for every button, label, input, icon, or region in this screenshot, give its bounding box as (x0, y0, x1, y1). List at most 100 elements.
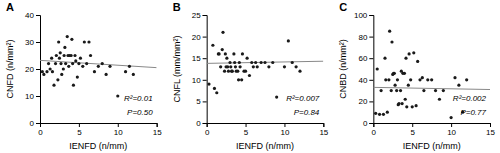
y-tick-mark (36, 15, 40, 16)
scatter-point (237, 78, 240, 81)
y-tick: 40 (358, 76, 373, 85)
y-tick-label: 0 (363, 119, 368, 128)
y-tick-mark (203, 15, 207, 16)
panel: 051015020406080100R²=0.002P=0.77IENFD (n… (338, 1, 495, 151)
x-tick: 5 (244, 123, 249, 137)
scatter-point (382, 113, 385, 116)
scatter-point (275, 95, 278, 98)
scatter-point (73, 54, 76, 57)
x-tick-mark (284, 123, 285, 127)
scatter-point (254, 61, 257, 64)
scatter-point (295, 65, 298, 68)
y-tick-label: 40 (25, 11, 34, 20)
fit-line (40, 60, 157, 67)
scatter-point (60, 73, 63, 76)
scatter-point (132, 73, 135, 76)
scatter-point (42, 73, 45, 76)
scatter-point (229, 65, 232, 68)
annotation: R²=0.002 (453, 94, 487, 103)
y-axis: 020406080100 (354, 11, 374, 128)
y-tick-mark (36, 69, 40, 70)
y-tick: 0 (363, 119, 373, 128)
scatter-point (240, 78, 243, 81)
y-tick-label: 25 (192, 11, 201, 20)
y-tick-label: 30 (25, 38, 34, 47)
scatter-point (207, 83, 210, 86)
scatter-point (399, 89, 402, 92)
scatter-point (59, 62, 62, 65)
x-tick-label: 15 (486, 128, 495, 137)
y-tick-mark (36, 96, 40, 97)
y-tick-label: 5 (196, 97, 201, 106)
scatter-point (394, 84, 397, 87)
x-tick-mark (451, 123, 452, 127)
y-tick-mark (369, 101, 373, 102)
scatter-point (392, 72, 395, 75)
x-tick-label: 5 (77, 128, 82, 137)
y-axis-line (36, 16, 41, 124)
x-tick-label: 0 (372, 128, 377, 137)
scatter-point (74, 59, 77, 62)
plot-area (207, 31, 324, 99)
scatter-point (52, 84, 55, 87)
scatter-point (81, 65, 84, 68)
scatter-point (83, 40, 86, 43)
y-axis-line (203, 16, 208, 124)
scatter-point (231, 70, 234, 73)
scatter-point (390, 40, 393, 43)
scatter-point (105, 73, 108, 76)
y-tick: 20 (192, 33, 207, 42)
scatter-point (378, 113, 381, 116)
y-axis: 010203040 (25, 11, 40, 128)
panel-label: B (173, 1, 181, 13)
scatter-point (252, 65, 255, 68)
x-tick: 15 (486, 123, 495, 137)
y-axis-line (369, 16, 374, 124)
panel: 0510150510152025R²=0.007P=0.84IENFD (n/m… (172, 1, 329, 151)
scatter-point (87, 40, 90, 43)
annotation: R²=0.007 (286, 94, 320, 103)
scatter-point (260, 61, 263, 64)
x-axis-line (207, 124, 324, 128)
scatter-point (223, 70, 226, 73)
y-axis: 0510152025 (192, 11, 207, 128)
scatter-point (438, 98, 441, 101)
scatter-point (116, 94, 119, 97)
x-axis: 051015 (372, 123, 496, 137)
scatter-point (415, 104, 418, 107)
x-tick: 10 (280, 123, 289, 137)
scatter-point (386, 111, 389, 114)
y-axis-title: CNFD (n/mm²) (5, 40, 15, 99)
scatter-point (227, 70, 230, 73)
scatter-point (85, 62, 88, 65)
annotation: P=0.77 (460, 108, 486, 117)
x-tick: 0 (372, 123, 377, 137)
x-axis-title: IENFD (n/mm) (403, 141, 461, 151)
x-tick-label: 15 (153, 128, 162, 137)
scatter-point (380, 89, 383, 92)
scatter-point (239, 65, 242, 68)
scatter-point (49, 67, 52, 70)
scatter-point (228, 61, 231, 64)
scatter-point (397, 102, 400, 105)
scatter-point (221, 48, 224, 51)
y-tick-label: 20 (192, 33, 201, 42)
scatter-point (244, 70, 247, 73)
scatter-point (221, 31, 224, 34)
scatter-point (403, 72, 406, 75)
x-tick-label: 5 (244, 128, 249, 137)
plot-area (40, 35, 157, 98)
scatter-point (248, 74, 251, 77)
scatter-point (298, 70, 301, 73)
x-tick: 10 (447, 123, 456, 137)
scatter-point (224, 52, 227, 55)
scatter-point (213, 87, 216, 90)
x-tick: 15 (319, 123, 328, 137)
y-tick-label: 80 (358, 33, 367, 42)
y-tick: 0 (196, 119, 206, 128)
fit-line (207, 61, 324, 63)
scatter-point (404, 98, 407, 101)
scatter-point (430, 78, 433, 81)
scatter-point (238, 61, 241, 64)
x-axis-line (41, 124, 158, 128)
